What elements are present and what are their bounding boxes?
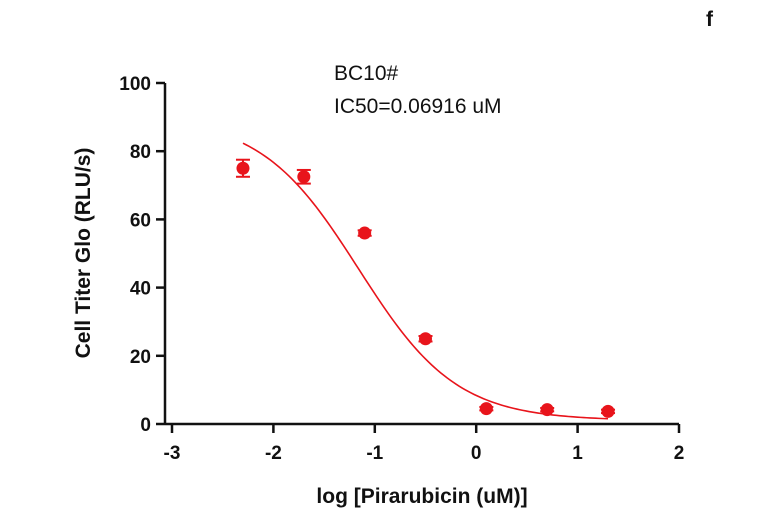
data-point	[479, 402, 493, 416]
x-tick-label: -1	[366, 443, 383, 464]
x-tick-label: -3	[164, 443, 181, 464]
annotation-ic50: IC50=0.06916 uM	[334, 95, 502, 118]
y-tick-label: 40	[130, 279, 151, 300]
annotation-sample: BC10#	[334, 62, 399, 85]
labels-layer: BC10# IC50=0.06916 uM log [Pirarubicin (…	[72, 62, 528, 508]
axes: 0 20 40 60 80 100 -3 -2 -1 0 1 2	[119, 74, 684, 464]
data-point	[297, 170, 311, 184]
y-tick-label: 0	[140, 415, 151, 436]
y-tick-label: 80	[130, 142, 151, 163]
y-tick-label: 20	[130, 347, 151, 368]
data-point	[601, 404, 615, 418]
y-axis-label: Cell Titer Glo (RLU/s)	[72, 148, 95, 359]
data-point	[540, 403, 554, 417]
x-tick-label: 0	[471, 443, 482, 464]
x-tick-label: -2	[265, 443, 282, 464]
y-tick-label: 100	[119, 74, 151, 95]
data-point	[236, 161, 250, 175]
x-tick-label: 1	[572, 443, 583, 464]
x-axis-label: log [Pirarubicin (uM)]	[316, 485, 527, 508]
y-tick-label: 60	[130, 210, 151, 231]
data-point	[419, 332, 432, 346]
data-points-layer	[235, 158, 616, 418]
panel-label: f	[706, 8, 713, 31]
data-point	[358, 226, 372, 240]
x-tick-label: 2	[674, 443, 685, 464]
